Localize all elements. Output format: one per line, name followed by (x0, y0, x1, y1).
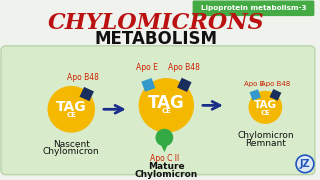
Text: CE: CE (161, 108, 171, 114)
Polygon shape (160, 143, 168, 152)
Text: Apo E: Apo E (136, 63, 158, 72)
Text: Apo B48: Apo B48 (67, 73, 99, 82)
Text: TAG: TAG (254, 100, 277, 110)
Polygon shape (269, 89, 281, 101)
Text: Apo C II: Apo C II (150, 154, 179, 163)
Text: TAG: TAG (148, 94, 185, 112)
Text: Apo B48: Apo B48 (168, 63, 200, 72)
Text: JZ: JZ (300, 159, 310, 169)
Circle shape (48, 86, 95, 133)
Text: Remnant: Remnant (245, 139, 286, 148)
Circle shape (156, 129, 173, 146)
Circle shape (249, 91, 282, 124)
Text: CE: CE (66, 112, 76, 118)
Text: Chylomicron: Chylomicron (43, 147, 100, 156)
Circle shape (296, 155, 314, 173)
Text: CHYLOMICRONS: CHYLOMICRONS (48, 12, 265, 34)
Polygon shape (250, 89, 261, 100)
Circle shape (139, 78, 194, 133)
Text: TAG: TAG (56, 100, 87, 114)
Polygon shape (79, 87, 94, 101)
Text: Mature: Mature (148, 162, 185, 171)
Text: Chylomicron: Chylomicron (237, 131, 294, 140)
Polygon shape (141, 78, 155, 92)
Text: Chylomicron: Chylomicron (135, 170, 198, 179)
Text: Apo B48: Apo B48 (261, 81, 290, 87)
FancyBboxPatch shape (1, 46, 315, 175)
Text: METABOLISM: METABOLISM (95, 30, 218, 48)
FancyBboxPatch shape (193, 1, 314, 16)
Polygon shape (177, 78, 192, 92)
Text: CE: CE (260, 110, 270, 116)
Text: Nascent: Nascent (53, 140, 90, 148)
Text: Lipoprotein metabolism-3: Lipoprotein metabolism-3 (201, 5, 306, 11)
Text: Apo E: Apo E (244, 81, 264, 87)
